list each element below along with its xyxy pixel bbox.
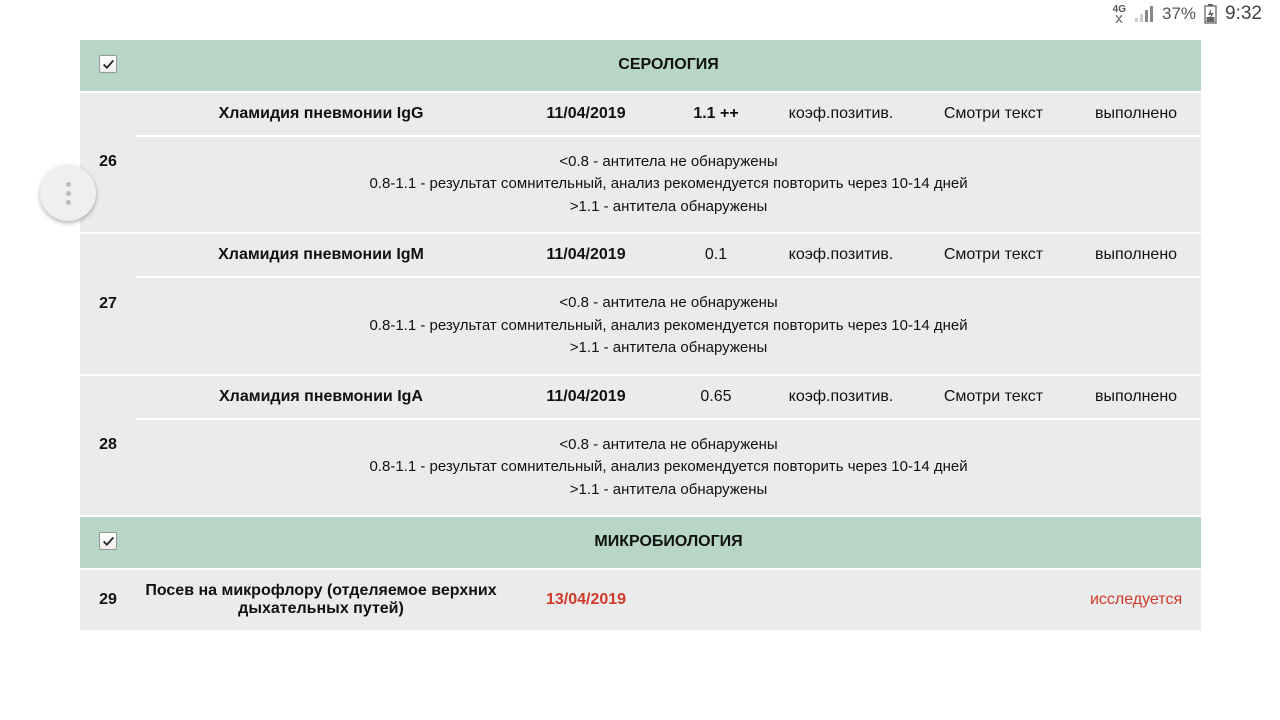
table-row: 26 Хламидия пневмонии IgG 11/04/2019 1.1…	[80, 93, 1201, 135]
test-date: 11/04/2019	[506, 376, 666, 418]
test-name: Хламидия пневмонии IgA	[136, 376, 506, 418]
test-value: 1.1 ++	[666, 93, 766, 135]
network-4g-icon: 4G	[1113, 5, 1126, 23]
test-name: Хламидия пневмонии IgM	[136, 234, 506, 276]
test-value	[666, 570, 766, 630]
row-number: 29	[80, 570, 136, 630]
battery-percent: 37%	[1162, 4, 1196, 24]
section-checkbox-serology[interactable]	[99, 55, 117, 73]
test-date: 11/04/2019	[506, 234, 666, 276]
interpretation-text: <0.8 - антитела не обнаружены 0.8-1.1 - …	[136, 137, 1201, 233]
interpretation-row: <0.8 - антитела не обнаружены 0.8-1.1 - …	[80, 278, 1201, 374]
section-header-serology: СЕРОЛОГИЯ	[80, 40, 1201, 91]
test-status: исследуется	[1071, 570, 1201, 630]
interpretation-text: <0.8 - антитела не обнаружены 0.8-1.1 - …	[136, 420, 1201, 516]
status-bar: 4G 37% 9:32	[0, 0, 1280, 28]
test-reference: Смотри текст	[916, 376, 1071, 418]
test-status: выполнено	[1071, 234, 1201, 276]
test-name: Хламидия пневмонии IgG	[136, 93, 506, 135]
interpretation-row: <0.8 - антитела не обнаружены 0.8-1.1 - …	[80, 420, 1201, 516]
interpretation-text: <0.8 - антитела не обнаружены 0.8-1.1 - …	[136, 278, 1201, 374]
test-reference: Смотри текст	[916, 93, 1071, 135]
test-date: 11/04/2019	[506, 93, 666, 135]
interpretation-row: <0.8 - антитела не обнаружены 0.8-1.1 - …	[80, 137, 1201, 233]
results-table: СЕРОЛОГИЯ 26 Хламидия пневмонии IgG 11/0…	[80, 38, 1201, 632]
table-row: 27 Хламидия пневмонии IgM 11/04/2019 0.1…	[80, 234, 1201, 276]
section-header-microbio: МИКРОБИОЛОГИЯ	[80, 517, 1201, 568]
table-row: 28 Хламидия пневмонии IgA 11/04/2019 0.6…	[80, 376, 1201, 418]
overflow-menu-button[interactable]	[40, 165, 96, 221]
battery-icon	[1204, 4, 1217, 24]
row-number: 28	[80, 376, 136, 516]
section-checkbox-microbio[interactable]	[99, 532, 117, 550]
test-unit	[766, 570, 916, 630]
section-title: МИКРОБИОЛОГИЯ	[136, 517, 1201, 568]
row-number: 27	[80, 234, 136, 374]
test-status: выполнено	[1071, 93, 1201, 135]
test-reference: Смотри текст	[916, 234, 1071, 276]
test-value: 0.1	[666, 234, 766, 276]
test-status: выполнено	[1071, 376, 1201, 418]
test-name: Посев на микрофлору (отделяемое верхних …	[136, 570, 506, 630]
table-row: 29 Посев на микрофлору (отделяемое верхн…	[80, 570, 1201, 630]
test-unit: коэф.позитив.	[766, 93, 916, 135]
results-table-container: СЕРОЛОГИЯ 26 Хламидия пневмонии IgG 11/0…	[0, 28, 1280, 632]
section-title: СЕРОЛОГИЯ	[136, 40, 1201, 91]
test-reference	[916, 570, 1071, 630]
clock-time: 9:32	[1225, 3, 1262, 25]
test-value: 0.65	[666, 376, 766, 418]
test-unit: коэф.позитив.	[766, 376, 916, 418]
test-unit: коэф.позитив.	[766, 234, 916, 276]
test-date: 13/04/2019	[506, 570, 666, 630]
signal-icon	[1134, 6, 1154, 22]
